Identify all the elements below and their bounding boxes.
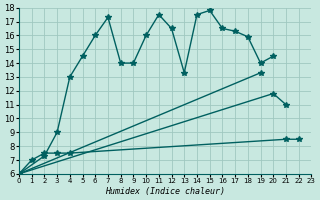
X-axis label: Humidex (Indice chaleur): Humidex (Indice chaleur)	[105, 187, 225, 196]
